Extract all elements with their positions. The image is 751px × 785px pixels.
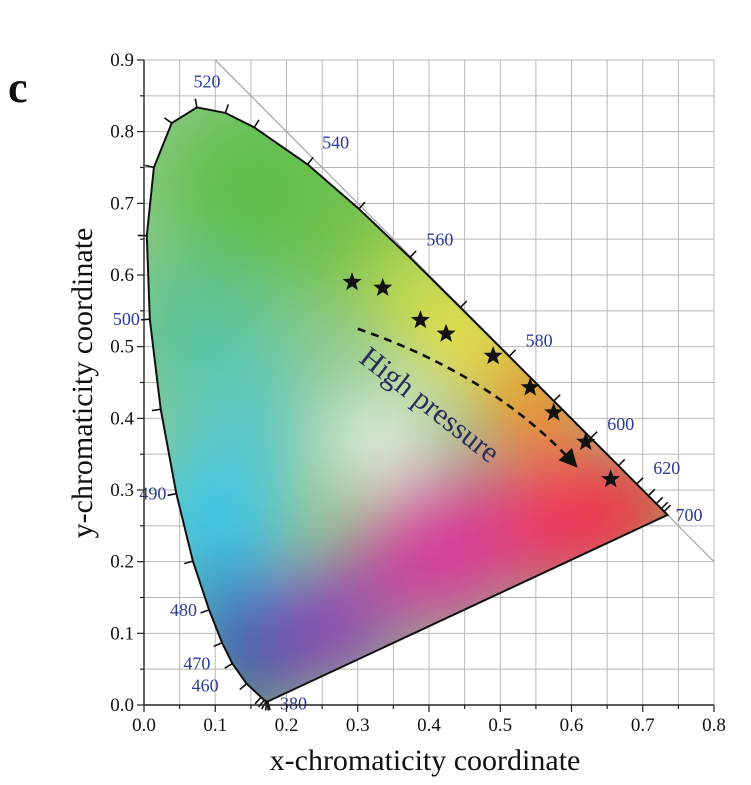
wavelength-tick [184, 560, 194, 565]
wavelength-tick [144, 164, 155, 169]
wavelength-tick [655, 496, 664, 505]
wavelength-tick [590, 431, 598, 439]
wavelength-label-470: 470 [183, 654, 210, 674]
x-tick-label: 0.7 [631, 715, 655, 736]
y-tick-label: 0.0 [110, 695, 134, 716]
wavelength-tick [213, 642, 223, 648]
wavelength-label-540: 540 [322, 132, 349, 152]
wavelength-tick [409, 250, 417, 258]
gamut-color-blob [363, 467, 524, 628]
y-tick-label: 0.1 [110, 623, 134, 644]
wavelength-tick [553, 394, 561, 402]
y-tick-label: 0.4 [110, 408, 134, 429]
wavelength-tick [647, 488, 656, 497]
x-tick-label: 0.0 [132, 715, 156, 736]
y-axis-label: y-chromaticity coordinate [66, 228, 99, 539]
wavelength-label-560: 560 [426, 229, 453, 249]
star-marker [601, 469, 621, 488]
wavelength-label-580: 580 [526, 330, 553, 350]
data-points [342, 272, 621, 488]
wavelength-tick [163, 117, 173, 124]
star-marker [373, 277, 393, 296]
x-tick-label: 0.8 [702, 715, 726, 736]
wavelength-tick [239, 683, 248, 691]
wavelength-label-460: 460 [192, 676, 219, 696]
wavelength-tick [151, 408, 161, 412]
star-marker [520, 377, 540, 396]
wavelength-tick [663, 504, 672, 513]
x-tick-label: 0.1 [203, 715, 227, 736]
wavelength-tick [254, 696, 262, 705]
star-marker [436, 323, 456, 342]
wavelength-ticks [137, 98, 672, 711]
wavelength-label-500: 500 [113, 309, 140, 329]
wavelength-tick [306, 156, 314, 165]
wavelength-tick [660, 501, 669, 510]
y-tick-label: 0.3 [110, 480, 134, 501]
x-tick-label: 0.6 [560, 715, 584, 736]
x-tick-label: 0.3 [346, 715, 370, 736]
wavelength-tick [636, 477, 644, 485]
wavelength-label-620: 620 [653, 458, 680, 478]
star-marker [342, 272, 362, 291]
wavelength-label-380: 380 [280, 693, 307, 713]
wavelength-tick [253, 119, 260, 128]
x-tick-label: 0.4 [417, 715, 441, 736]
x-tick-label: 0.5 [488, 715, 512, 736]
axes [137, 59, 715, 712]
wavelength-tick [200, 609, 210, 614]
wavelength-label-700: 700 [675, 505, 702, 525]
x-axis-label: x-chromaticity coordinate [270, 744, 581, 777]
wavelength-tick [508, 349, 517, 357]
star-marker [410, 310, 430, 329]
gamut-color-blob [334, 394, 425, 485]
y-tick-label: 0.7 [110, 193, 134, 214]
y-tick-label: 0.2 [110, 552, 134, 573]
wavelength-tick [257, 699, 265, 708]
wavelength-tick [140, 318, 150, 321]
star-marker [483, 346, 503, 365]
x-tick-labels: 0.0 0.1 0.2 0.3 0.4 0.5 0.6 0.7 0.8 [132, 715, 726, 736]
wavelength-tick [459, 300, 468, 309]
pressure-arrow [357, 327, 578, 468]
gamut-color-blob [269, 566, 390, 687]
wavelength-label-480: 480 [170, 600, 197, 620]
wavelength-tick [194, 98, 198, 108]
panel-label: c [8, 63, 28, 112]
wavelength-label-490: 490 [139, 484, 166, 504]
y-tick-label: 0.9 [110, 50, 134, 71]
wavelength-tick [617, 458, 626, 467]
wavelength-label-520: 520 [193, 71, 220, 91]
y-tick-labels: 0.0 0.1 0.2 0.3 0.4 0.5 0.6 0.7 0.8 0.9 [110, 50, 134, 716]
x-tick-label: 0.2 [275, 715, 299, 736]
wavelength-tick [224, 662, 233, 669]
y-tick-label: 0.6 [110, 265, 134, 286]
y-tick-label: 0.8 [110, 122, 134, 143]
star-marker [544, 402, 564, 421]
wavelength-tick [266, 701, 270, 711]
star-marker [576, 432, 596, 451]
y-tick-label: 0.5 [110, 337, 134, 358]
wavelength-tick [224, 104, 230, 114]
wavelength-tick [358, 201, 366, 210]
wavelength-label-600: 600 [607, 414, 634, 434]
wavelength-tick [167, 492, 177, 497]
wavelength-tick [264, 701, 268, 711]
gamut-color-blob [146, 448, 286, 589]
